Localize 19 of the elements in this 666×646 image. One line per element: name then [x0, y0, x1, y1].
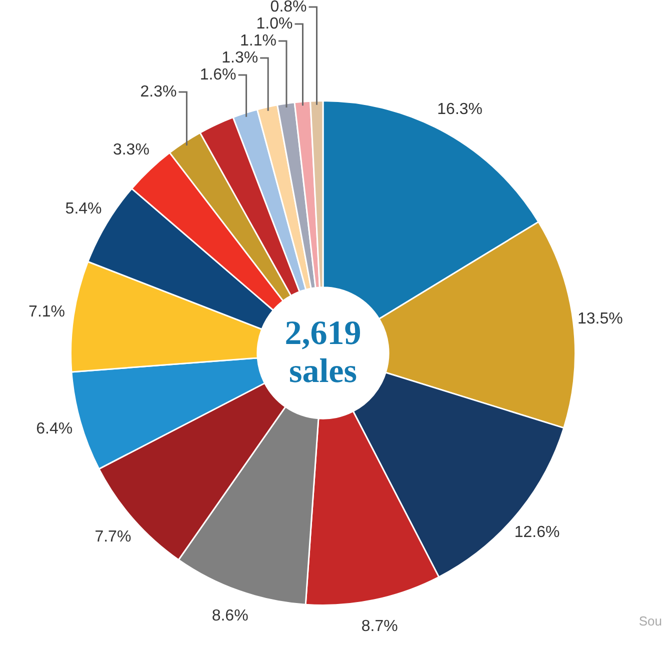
text: sales — [289, 352, 357, 390]
data-label: 1.0% — [256, 15, 293, 32]
data-label: 8.7% — [361, 618, 398, 635]
text: 2,619 — [284, 314, 362, 352]
data-label: 0.8% — [270, 0, 307, 16]
data-label: 1.1% — [240, 32, 276, 50]
data-label: 16.3% — [437, 100, 483, 118]
data-label: 7.7% — [94, 528, 132, 546]
data-label: 1.3% — [222, 49, 258, 66]
data-label: 1.6% — [200, 66, 236, 84]
data-label: 6.4% — [36, 420, 73, 438]
text: Sou — [638, 614, 662, 629]
data-label: 7.1% — [28, 303, 66, 320]
data-label: 12.6% — [514, 524, 560, 541]
data-label: 3.3% — [112, 141, 150, 158]
data-label: 2.3% — [140, 83, 177, 100]
data-label: 13.5% — [577, 310, 623, 328]
data-label: 5.4% — [65, 200, 102, 218]
data-label: 8.6% — [212, 608, 248, 625]
